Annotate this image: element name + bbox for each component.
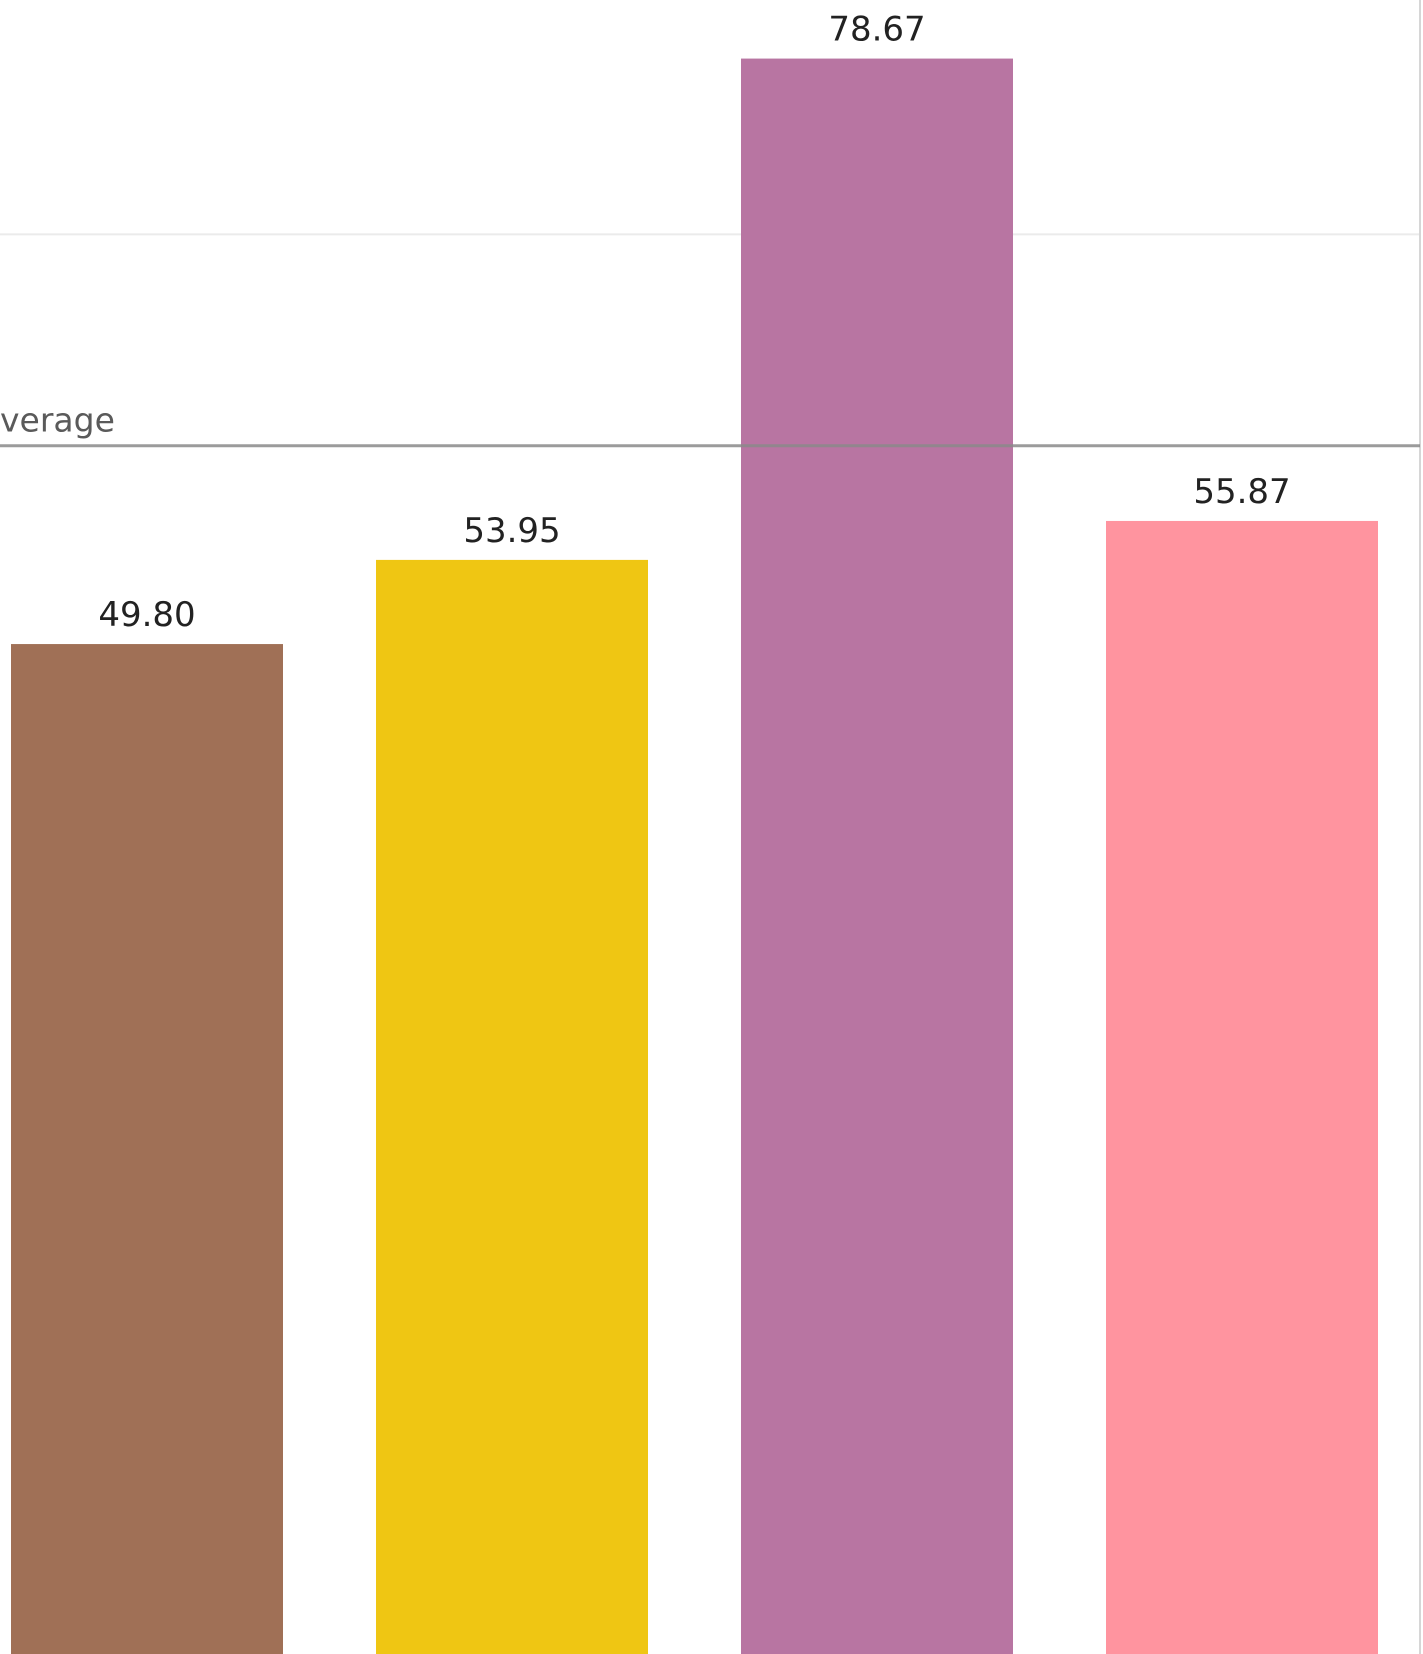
gridlines: [0, 233, 1420, 236]
bar-4[interactable]: [1106, 520, 1378, 1654]
bar-1[interactable]: [11, 644, 283, 1654]
reference-line-group: verage: [0, 401, 1420, 448]
average-reference-label: verage: [0, 401, 115, 440]
bar-3[interactable]: [741, 58, 1013, 1654]
bar-value-label-1: 49.80: [98, 595, 195, 635]
bar-value-label-3: 78.67: [828, 10, 925, 50]
bars: [11, 58, 1378, 1654]
bar-value-label-4: 55.87: [1193, 472, 1290, 512]
bar-2[interactable]: [376, 559, 648, 1654]
bar-value-label-2: 53.95: [463, 511, 560, 551]
value-labels: 49.80 53.95 78.67 55.87: [98, 10, 1290, 635]
